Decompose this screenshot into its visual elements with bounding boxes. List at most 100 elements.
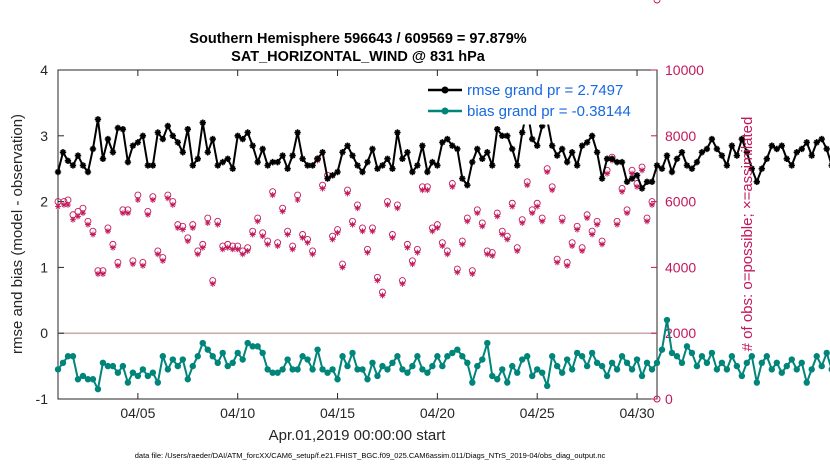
obs-assimilated-marker (74, 213, 81, 220)
bias-point (309, 366, 316, 373)
bias-point (563, 356, 571, 363)
rmse-point (304, 162, 311, 169)
bias-point (514, 369, 521, 376)
obs-assimilated-marker (309, 251, 316, 258)
rmse-point (648, 178, 656, 186)
obs-assimilated-marker (284, 231, 291, 238)
bias-point (698, 353, 706, 360)
legend-rmse-marker (441, 86, 449, 94)
rmse-point (753, 178, 761, 186)
rmse-point (688, 165, 696, 172)
rmse-point (514, 162, 521, 169)
obs-assimilated-marker (229, 246, 236, 253)
obs-zero-marker (653, 395, 661, 403)
bias-point (479, 356, 486, 363)
y-tick-label-right: 0 (665, 391, 673, 407)
obs-assimilated-marker (319, 185, 326, 192)
rmse-point (529, 135, 536, 143)
rmse-point (374, 165, 381, 172)
bias-point (763, 353, 771, 360)
obs-assimilated-marker (134, 196, 141, 203)
bias-point (269, 369, 276, 376)
rmse-point (404, 149, 411, 156)
rmse-point (194, 155, 201, 163)
rmse-point (658, 165, 666, 172)
obs-assimilated-marker (279, 208, 286, 215)
rmse-point (154, 129, 162, 136)
bias-point (324, 369, 331, 376)
bias-point (74, 376, 82, 383)
rmse-point (653, 162, 661, 169)
bias-point (169, 356, 177, 363)
obs-assimilated-marker (55, 203, 61, 210)
obs-assimilated-marker (79, 210, 86, 217)
rmse-point (818, 135, 825, 143)
rmse-point (823, 145, 830, 153)
rmse-point (628, 175, 636, 182)
chart-title-line2: SAT_HORIZONTAL_WIND @ 831 hPa (231, 49, 486, 65)
rmse-point (708, 135, 716, 143)
bias-point (334, 376, 341, 383)
bias-point (773, 359, 780, 367)
obs-assimilated-marker (334, 229, 341, 236)
bias-point (329, 366, 336, 373)
bias-point (384, 366, 391, 373)
obs-assimilated-marker (244, 247, 251, 254)
rmse-point (583, 139, 591, 146)
x-axis-label: Apr.01,2019 00:00:00 start (269, 427, 447, 444)
bias-point (494, 376, 501, 383)
rmse-point (384, 155, 391, 163)
rmse-point (803, 139, 810, 146)
obs-assimilated-marker (129, 261, 136, 268)
bias-point (593, 359, 601, 367)
rmse-point (748, 165, 756, 172)
bias-point (224, 362, 231, 370)
obs-assimilated-marker (454, 269, 461, 276)
bias-point (484, 339, 491, 347)
rmse-point (254, 158, 261, 166)
rmse-point (329, 172, 336, 179)
obs-assimilated-marker (539, 218, 546, 225)
rmse-point (244, 129, 251, 136)
bias-point (758, 359, 766, 367)
y-axis-label-left: rmse and bias (model - observation) (9, 114, 26, 354)
rmse-point (783, 155, 790, 163)
bias-point (114, 369, 122, 376)
obs-assimilated-marker (564, 262, 571, 269)
y-tick-label-left: -1 (36, 391, 49, 407)
obs-assimilated-marker (109, 244, 116, 251)
bias-point (319, 366, 326, 373)
bias-point (613, 366, 621, 373)
obs-assimilated-marker (379, 292, 386, 299)
y-axis-label-right: # of obs: o=possible; ×=assimilated (739, 117, 756, 352)
obs-assimilated-marker (274, 243, 281, 250)
obs-assimilated-marker (254, 218, 261, 225)
obs-assimilated-marker (84, 221, 91, 228)
rmse-point (69, 162, 77, 169)
rmse-point (284, 165, 291, 172)
obs-assimilated-marker (644, 218, 651, 225)
obs-assimilated-marker (164, 195, 171, 202)
bias-point (658, 346, 666, 353)
rmse-point (84, 168, 92, 176)
rmse-point (89, 145, 97, 153)
bias-point (623, 359, 631, 367)
obs-assimilated-marker (459, 241, 466, 248)
rmse-point (114, 124, 122, 132)
rmse-point (174, 139, 181, 146)
bias-point (464, 359, 471, 367)
rmse-point (209, 135, 216, 143)
rmse-point (279, 152, 286, 159)
bias-point (618, 353, 626, 360)
obs-assimilated-marker (479, 223, 486, 230)
legend-rmse-label: rmse grand pr = 2.7497 (467, 82, 623, 99)
y-tick-label-right: 6000 (665, 194, 696, 210)
bias-point (284, 356, 291, 363)
obs-assimilated-marker (424, 187, 431, 194)
bias-point (119, 362, 127, 370)
bias-point (154, 379, 162, 386)
x-tick-label: 04/30 (620, 405, 655, 421)
bias-point (134, 372, 142, 380)
obs-assimilated-marker (289, 246, 296, 253)
obs-assimilated-marker (144, 211, 151, 218)
